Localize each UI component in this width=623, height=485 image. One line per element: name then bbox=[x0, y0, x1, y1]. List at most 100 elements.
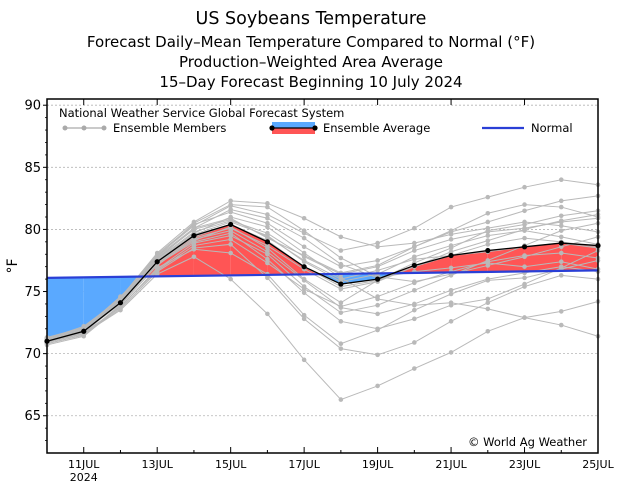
x-tick-label: 11JUL bbox=[68, 458, 100, 471]
ensemble-member-line bbox=[46, 214, 599, 345]
ensemble-member-point bbox=[558, 198, 564, 204]
legend: National Weather Service Global Forecast… bbox=[59, 106, 573, 135]
ensemble-member-point bbox=[265, 275, 270, 281]
ensemble-member-point bbox=[375, 352, 380, 358]
ensemble-average-point bbox=[448, 252, 454, 259]
ensemble-member-point bbox=[558, 322, 564, 328]
ensemble-member-point bbox=[485, 259, 491, 265]
chart-title: US Soybeans Temperature bbox=[196, 9, 427, 29]
ensemble-member-point bbox=[412, 225, 417, 231]
x-tick-label: 23JUL bbox=[509, 458, 541, 471]
ensemble-member-point bbox=[301, 254, 307, 260]
ensemble-member-point bbox=[265, 201, 270, 206]
legend-average-label: Ensemble Average bbox=[323, 121, 430, 135]
y-tick-label: 90 bbox=[24, 99, 41, 114]
ensemble-member-point bbox=[301, 357, 307, 363]
cool-anomaly-fill bbox=[83, 276, 121, 332]
ensemble-member-line bbox=[46, 218, 599, 343]
ensemble-member-point bbox=[522, 184, 527, 190]
ensemble-member-point bbox=[448, 249, 454, 255]
ensemble-member-point bbox=[118, 295, 123, 301]
ensemble-member-point bbox=[301, 286, 307, 292]
ensemble-member-point bbox=[301, 278, 307, 283]
ensemble-member-point bbox=[338, 305, 344, 310]
ensemble-member-point bbox=[485, 194, 491, 200]
legend-members-swatch bbox=[62, 125, 107, 131]
ensemble-average-line bbox=[46, 223, 599, 342]
ensemble-average-point bbox=[117, 300, 124, 306]
x-tick-label: 17JUL bbox=[288, 458, 320, 471]
ensemble-member-point bbox=[522, 219, 527, 225]
warm-anomaly-fill bbox=[267, 241, 305, 275]
ensemble-member-point bbox=[485, 242, 491, 247]
ensemble-member-point bbox=[265, 212, 270, 217]
ensemble-member-point bbox=[265, 243, 270, 248]
ensemble-member-point bbox=[448, 291, 454, 297]
ensemble-member-point bbox=[265, 311, 270, 317]
ensemble-member-point bbox=[375, 383, 380, 389]
ensemble-member-point bbox=[522, 235, 527, 241]
ensemble-member-point bbox=[412, 280, 417, 286]
chart-subtitle: Forecast Daily–Mean Temperature Compared… bbox=[87, 33, 535, 51]
ensemble-member-point bbox=[191, 243, 197, 248]
ensemble-member-point bbox=[485, 210, 491, 216]
ensemble-member-point bbox=[558, 177, 564, 183]
ensemble-member-line bbox=[46, 238, 599, 343]
ensemble-member-point bbox=[228, 198, 233, 204]
plot-frame bbox=[46, 98, 599, 454]
ensemble-member-point bbox=[448, 229, 454, 235]
ensemble-member-point bbox=[522, 264, 527, 269]
ensemble-member-point bbox=[301, 290, 307, 296]
ensemble-member-point bbox=[375, 311, 380, 317]
normal-series bbox=[46, 269, 599, 279]
ensemble-member-point bbox=[301, 250, 307, 256]
ensemble-member-point bbox=[558, 250, 564, 256]
ensemble-member-point bbox=[448, 265, 454, 271]
ensemble-member-point bbox=[522, 315, 527, 320]
ensemble-member-point bbox=[522, 275, 527, 281]
ensemble-average-point bbox=[154, 259, 160, 265]
warm-anomaly-fill bbox=[524, 243, 562, 272]
ensemble-member-point bbox=[375, 268, 380, 273]
ensemble-member-point bbox=[412, 287, 417, 293]
ensemble-average-series bbox=[44, 221, 601, 344]
credit: © World Ag Weather bbox=[468, 435, 587, 449]
x-tick-label: 13JUL bbox=[141, 458, 173, 471]
ensemble-average-point bbox=[558, 240, 564, 246]
ensemble-member-point bbox=[375, 326, 380, 332]
x-tick-label: 21JUL bbox=[435, 458, 467, 471]
ensemble-member-point bbox=[375, 258, 380, 263]
warm-anomaly-fill bbox=[230, 224, 268, 276]
ensemble-member-line bbox=[46, 243, 599, 356]
legend-average-swatch bbox=[269, 122, 318, 134]
x-tick-label: 25JUL bbox=[582, 458, 614, 471]
ensemble-member-line bbox=[46, 256, 599, 401]
x-tick-label: 15JUL bbox=[215, 458, 247, 471]
ensemble-member-point bbox=[448, 243, 454, 248]
ensemble-member-point bbox=[522, 202, 527, 207]
ensemble-member-point bbox=[448, 319, 454, 324]
ensemble-member-point bbox=[265, 204, 270, 210]
ensemble-member-point bbox=[485, 263, 491, 268]
ensemble-member-point bbox=[338, 264, 344, 269]
ensemble-member-point bbox=[558, 273, 564, 278]
ensemble-member-point bbox=[485, 225, 491, 231]
ensemble-member-point bbox=[301, 228, 307, 233]
legend-members-label: Ensemble Members bbox=[113, 121, 226, 135]
ensemble-average-point bbox=[521, 244, 528, 250]
ensemble-member-point bbox=[558, 234, 564, 240]
ensemble-member-point bbox=[265, 224, 270, 230]
ensemble-member-point bbox=[522, 208, 527, 214]
ensemble-member-point bbox=[485, 296, 491, 302]
y-tick-label: 65 bbox=[24, 409, 41, 424]
ensemble-member-point bbox=[265, 215, 270, 221]
y-tick-label: 80 bbox=[24, 223, 41, 238]
ensemble-member-point bbox=[558, 219, 564, 225]
ensemble-member-point bbox=[412, 316, 417, 322]
ensemble-average-point bbox=[81, 328, 87, 334]
ensemble-member-point bbox=[485, 328, 491, 334]
y-tick-label: 85 bbox=[24, 161, 41, 176]
ensemble-average-point bbox=[264, 239, 270, 245]
ensemble-member-point bbox=[228, 250, 233, 256]
ensemble-member-point bbox=[375, 302, 380, 308]
